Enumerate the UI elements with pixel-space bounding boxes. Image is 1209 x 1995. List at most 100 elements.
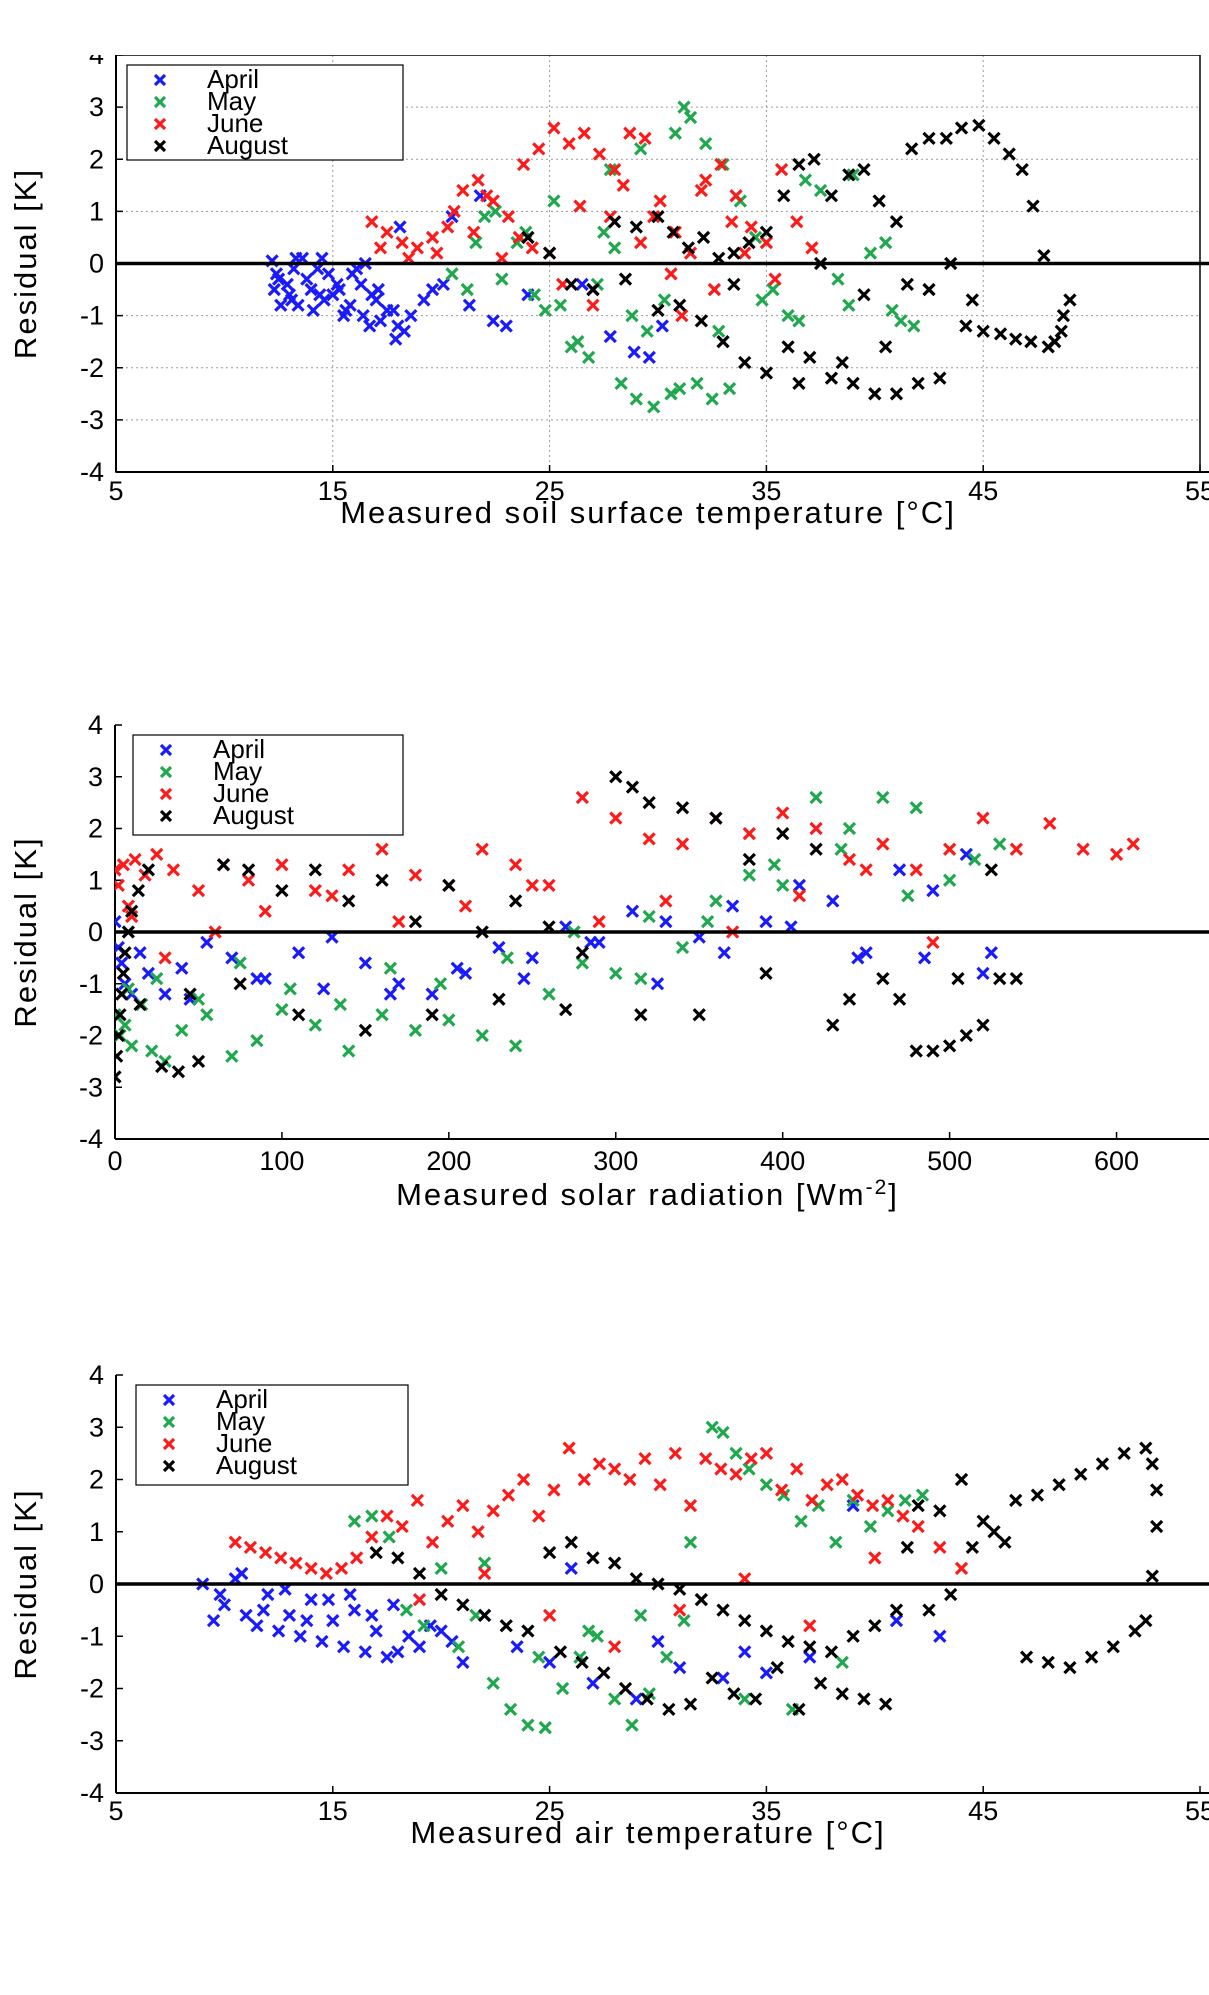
data-point-june — [926, 935, 940, 949]
data-point-june — [868, 1551, 882, 1565]
data-point-may — [445, 267, 459, 281]
data-point-august — [116, 966, 130, 981]
legend-label-august: August — [216, 1450, 298, 1480]
legend-label-june: June — [216, 1428, 272, 1458]
data-point-may — [742, 868, 756, 882]
data-point-august — [1095, 1457, 1110, 1471]
data-point-june — [653, 1478, 667, 1492]
data-point-august — [959, 1028, 973, 1043]
y-tick-label: -3 — [80, 405, 104, 435]
data-point-august — [835, 355, 849, 370]
data-point-june — [116, 858, 130, 872]
data-point-may — [581, 1624, 596, 1638]
data-point-august — [922, 1603, 936, 1617]
data-point-may — [508, 1039, 523, 1053]
data-point-august — [911, 376, 925, 391]
data-point-june — [425, 1535, 440, 1549]
data-point-june — [308, 883, 322, 898]
series-june — [365, 121, 819, 323]
data-point-may — [675, 940, 690, 955]
data-point-april — [313, 288, 327, 302]
data-point-may — [898, 1493, 912, 1508]
data-point-may — [521, 1718, 535, 1732]
y-tick-label: -2 — [79, 1021, 103, 1051]
data-point-may — [333, 997, 347, 1012]
data-point-august — [1117, 1446, 1131, 1461]
data-point-august — [933, 1504, 947, 1518]
chart-soil-surface-temperature: -4 -3 -2 -1 0 1 2 3 4 5 15 25 35 45 55 Residual [K] Meas… — [0, 55, 1209, 695]
series-may — [445, 100, 921, 414]
data-point-june — [835, 1472, 849, 1487]
data-point-may — [634, 142, 648, 156]
data-point-may — [433, 977, 448, 991]
data-point-may — [477, 209, 492, 224]
data-point-june — [738, 246, 752, 260]
data-point-april — [365, 1608, 379, 1622]
data-point-may — [794, 1514, 808, 1528]
data-point-april — [434, 1624, 448, 1638]
data-point-may — [729, 1446, 743, 1461]
y-tick-label: 0 — [89, 1569, 104, 1599]
data-point-august — [358, 1023, 373, 1037]
data-point-august — [972, 118, 986, 133]
data-point-august — [939, 131, 953, 146]
data-point-april — [269, 267, 284, 281]
x-tick-label: 25 — [535, 476, 565, 506]
data-point-april — [339, 303, 353, 318]
data-point-august — [857, 163, 871, 177]
data-point-june — [501, 209, 516, 224]
data-point-august — [477, 1608, 492, 1622]
legend-label-august: August — [207, 130, 289, 160]
data-point-august — [1106, 1640, 1120, 1654]
data-point-april — [984, 946, 998, 960]
data-point-may — [527, 288, 542, 302]
data-point-june — [115, 878, 125, 893]
data-point-august — [1054, 324, 1068, 338]
legend-label-may: May — [207, 86, 256, 116]
x-tick-label: 100 — [259, 1146, 304, 1176]
y-axis-label: Residual [K] — [8, 836, 43, 1027]
data-point-april — [826, 894, 840, 908]
data-point-august — [683, 1697, 698, 1711]
data-point-may — [469, 236, 483, 250]
data-point-june — [158, 951, 172, 965]
data-point-june — [659, 894, 673, 908]
data-point-may — [738, 1692, 752, 1706]
data-point-may — [597, 225, 611, 239]
data-point-august — [651, 303, 665, 318]
data-point-august — [909, 1044, 923, 1058]
data-point-june — [319, 1566, 333, 1581]
data-point-june — [575, 790, 590, 805]
data-point-june — [592, 147, 607, 161]
data-point-june — [258, 1546, 273, 1560]
data-point-may — [608, 1692, 622, 1706]
y-tick-label: 4 — [88, 710, 103, 740]
y-tick-label: 4 — [89, 55, 104, 70]
data-point-june — [380, 225, 394, 239]
data-point-june — [725, 215, 739, 229]
data-point-august — [900, 1540, 914, 1555]
legend-label-june: June — [207, 108, 263, 138]
data-point-april — [586, 1676, 600, 1690]
data-point-august — [342, 894, 356, 908]
data-point-june — [441, 220, 455, 234]
data-point-august — [559, 1002, 573, 1017]
y-tick-label: 2 — [88, 814, 103, 844]
data-point-may — [677, 100, 691, 114]
data-point-may — [942, 873, 957, 887]
data-point-may — [375, 1008, 389, 1022]
data-point-august — [738, 1613, 752, 1628]
data-point-august — [651, 209, 665, 224]
data-point-may — [225, 1049, 239, 1063]
data-point-june — [729, 189, 743, 203]
data-point-august — [640, 1692, 654, 1706]
data-point-june — [475, 842, 489, 856]
data-point-august — [889, 387, 904, 401]
data-point-april — [293, 1629, 307, 1643]
data-point-june — [243, 1540, 258, 1555]
data-point-may — [408, 1023, 423, 1037]
data-point-may — [191, 992, 206, 1006]
data-point-august — [1139, 1613, 1153, 1628]
data-point-august — [609, 770, 623, 784]
